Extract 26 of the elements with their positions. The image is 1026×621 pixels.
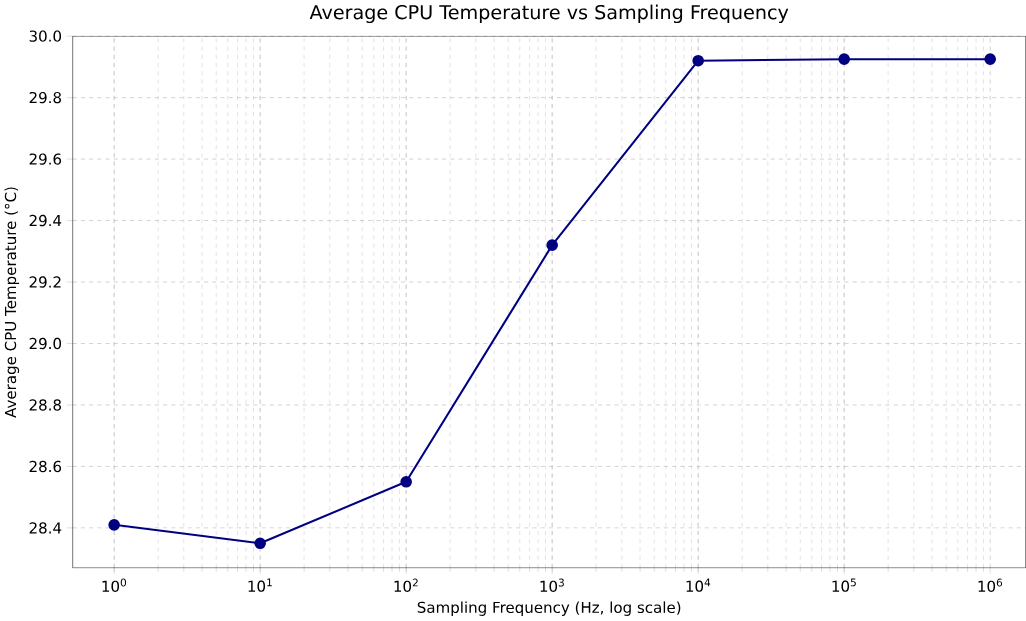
x-tick-label: 10$^{3}$: [540, 578, 564, 593]
y-tick-label: 29.8: [29, 92, 61, 104]
y-axis-title: Average CPU Temperature (°C): [4, 187, 20, 419]
x-tick-label: 10$^{6}$: [978, 578, 1003, 593]
point: [692, 55, 704, 67]
x-axis-title: Sampling Frequency (Hz, log scale): [417, 601, 681, 617]
point: [984, 53, 997, 66]
y-tick-label: 29.6: [29, 153, 62, 166]
point: [400, 476, 412, 488]
y-tick-label: 30.0: [29, 30, 62, 43]
point: [838, 53, 850, 66]
x-tick-label: 10$^{2}$: [394, 578, 418, 593]
y-tick-label: 28.8: [29, 399, 61, 411]
x-tick-label: 10$^{0}$: [102, 578, 127, 593]
x-tick-label: 10$^{5}$: [832, 578, 856, 593]
x-tick-label: 10$^{4}$: [686, 578, 711, 593]
chart-title: Average CPU Temperature vs Sampling Frequency: [309, 4, 789, 24]
y-tick-label: 29.2: [29, 276, 61, 288]
point: [546, 239, 558, 252]
point: [108, 519, 120, 531]
y-tick-label: 29.4: [29, 215, 62, 227]
y-tick-label: 29.0: [29, 338, 62, 350]
y-tick-label: 28.6: [29, 461, 62, 473]
x-tick-label: 10$^{1}$: [248, 578, 272, 593]
point: [254, 537, 266, 550]
y-tick-label: 28.4: [29, 522, 62, 534]
